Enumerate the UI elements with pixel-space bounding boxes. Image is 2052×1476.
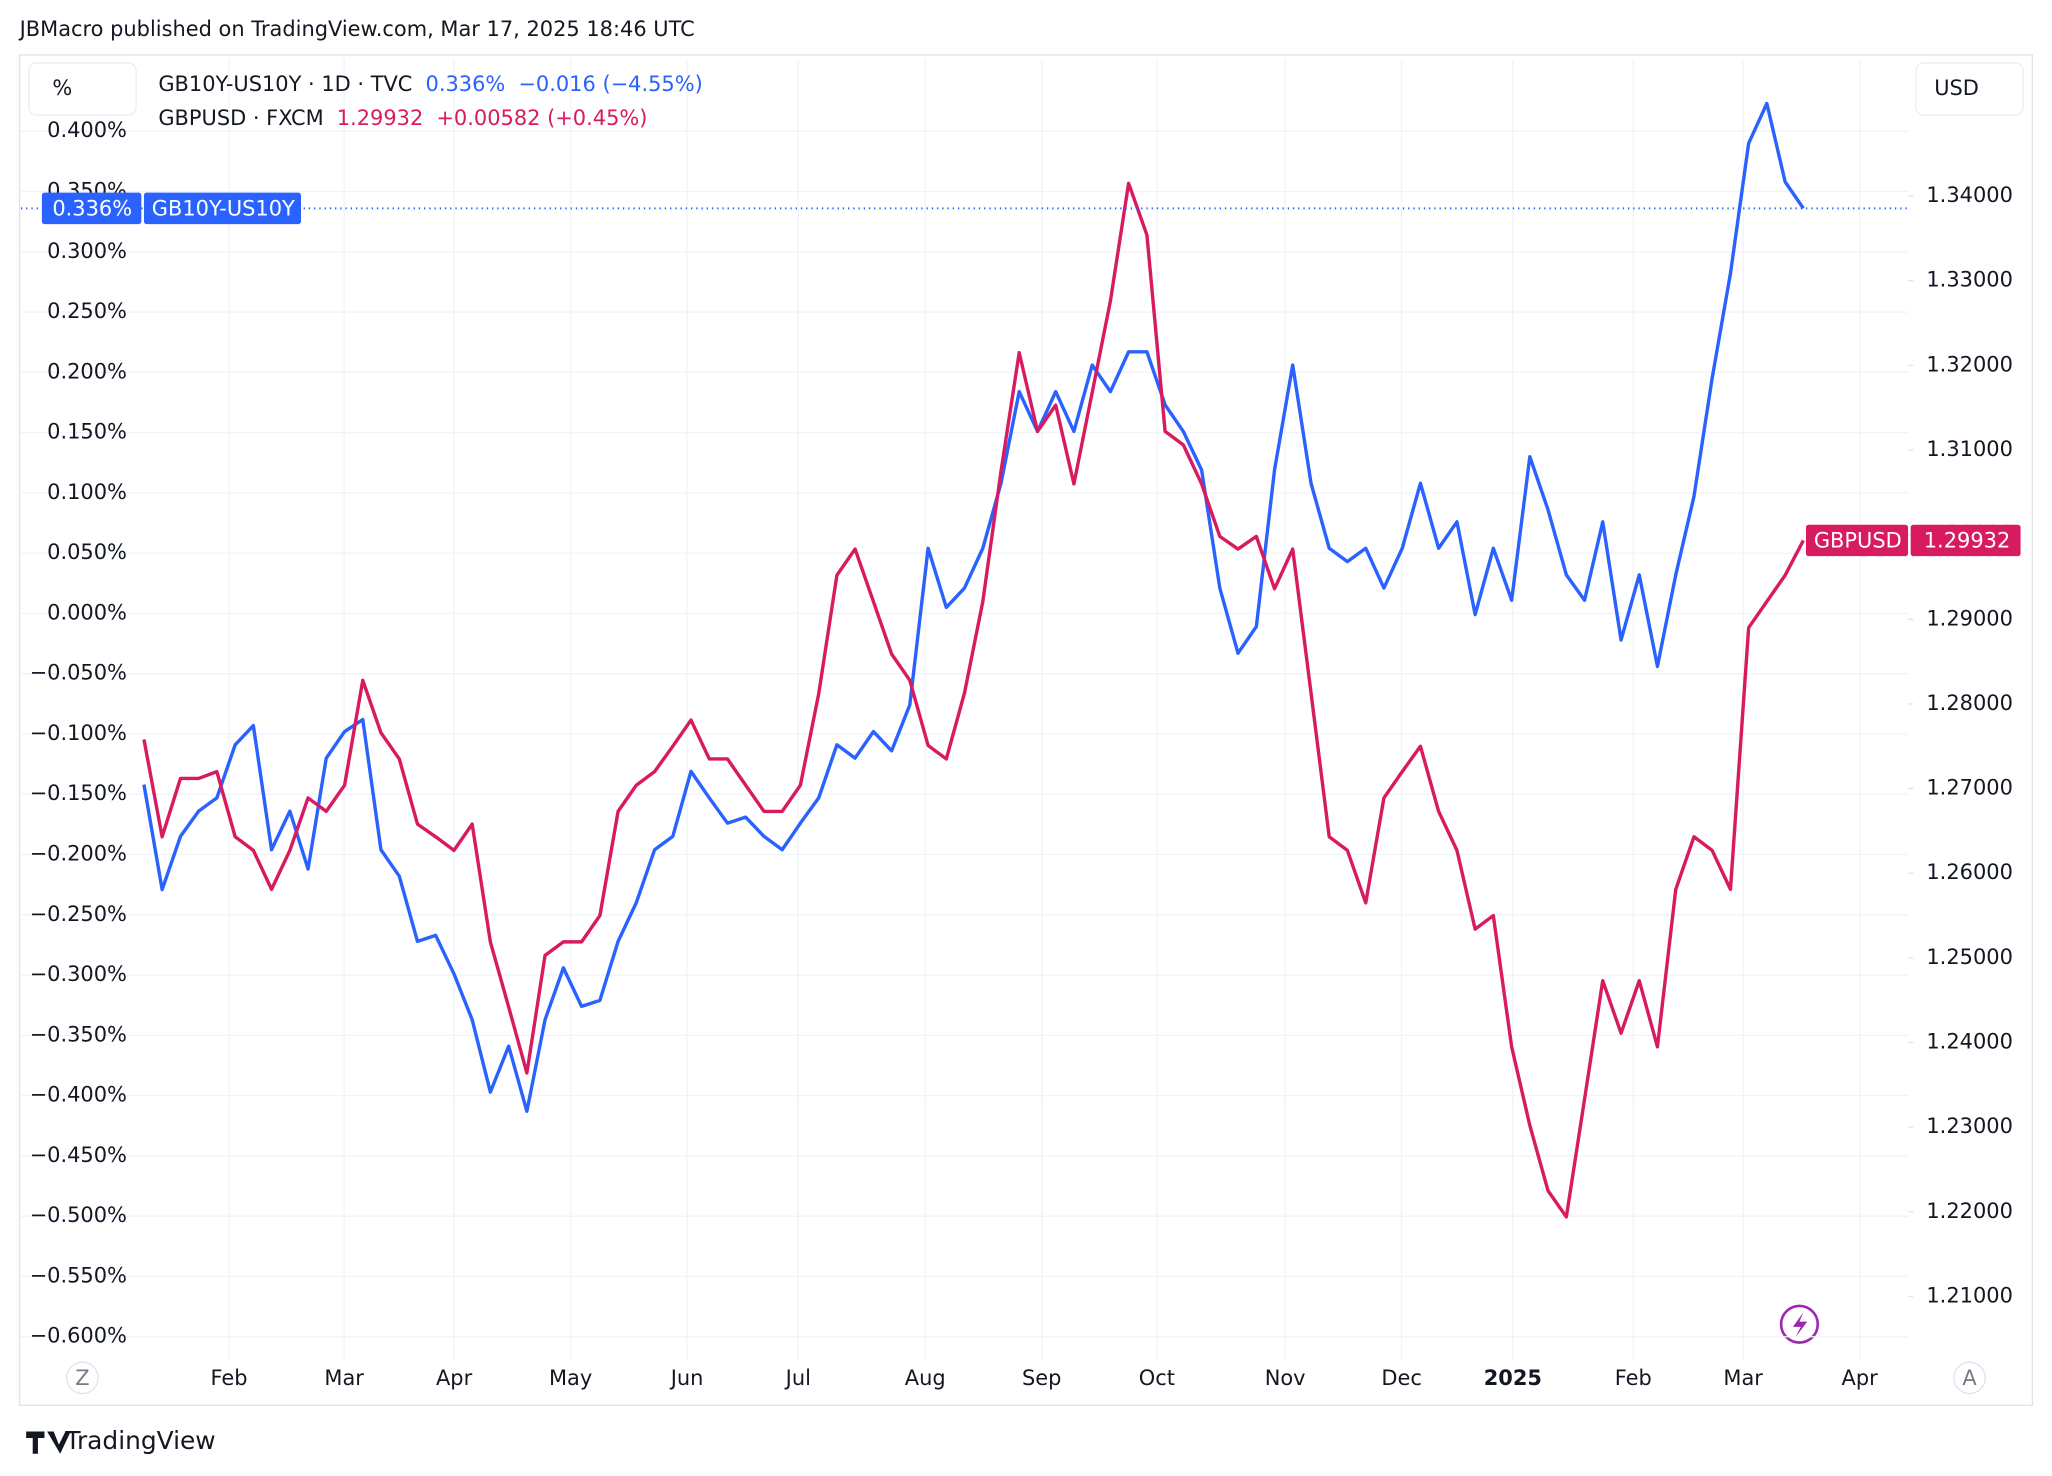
x-tick-label: Apr [436,1366,473,1390]
price-tag-value: 1.29932 [1924,529,2011,553]
x-tick-label: Oct [1139,1366,1175,1390]
y2-tick-label: 1.21000 [1926,1284,2013,1308]
price-tag [41,192,142,225]
x-tick-label: Feb [1615,1366,1652,1390]
y2-tick-label: 1.34000 [1926,183,2013,207]
y2-tick-label: 1.32000 [1926,352,2013,376]
y2-tick-label: 1.29000 [1926,606,2013,630]
brand-name: TradingView [64,1426,215,1455]
legend-entry: GB10Y-US10Y · 1D · TVC 0.336% −0.016 (−4.5… [158,72,702,96]
x-tick-label: Mar [1723,1366,1763,1390]
published-line: JBMacro published on TradingView.com, Ma… [18,17,695,41]
y-tick-label: 0.300% [47,239,127,263]
price-tag-name-box [1805,524,1909,557]
y-tick-label: 0.150% [47,420,127,444]
legend-part: 0.336% [426,72,506,96]
y-tick-label: −0.050% [30,661,127,685]
y-tick-label: 0.400% [47,118,127,142]
y-tick-label: −0.150% [30,781,127,805]
x-tick-label: Feb [210,1366,247,1390]
price-tag-name: GBPUSD [1814,529,1902,553]
legend-part: GB10Y-US10Y · 1D · TVC [158,72,412,96]
x-tick-label: Jul [784,1366,811,1390]
y-tick-label: 0.050% [47,540,127,564]
y-tick-label: −0.450% [30,1143,127,1167]
y2-tick-label: 1.27000 [1926,776,2013,800]
y2-tick-label: 1.33000 [1926,268,2013,292]
y2-tick-label: 1.23000 [1926,1114,2013,1138]
lightning-bolt [1792,1312,1808,1338]
legend-part: GBPUSD · FXCM [158,106,323,130]
y-tick-label: −0.250% [30,902,127,926]
x-tick-label: Dec [1381,1366,1422,1390]
auto-scale-button[interactable] [1953,1361,1986,1395]
y2-tick-label: 1.24000 [1926,1030,2013,1054]
left-unit: % [52,76,72,100]
auto-button-label[interactable]: Z [75,1366,89,1390]
x-tick-label: May [549,1366,592,1390]
y-tick-label: −0.500% [30,1203,127,1227]
x-tick-label: Sep [1022,1366,1061,1390]
price-tag-value: 0.336% [52,197,132,221]
price-tag-name-box [143,192,301,225]
y-tick-label: −0.600% [30,1324,127,1348]
left-unit-box [28,62,137,116]
legend-entry: GBPUSD · FXCM 1.29932 +0.00582 (+0.45%) [158,106,647,130]
brand-logo [26,1431,71,1454]
x-tick-label: 2025 [1484,1366,1542,1390]
chart-frame [18,54,2034,1406]
grid [20,58,1909,1361]
x-tick-label: Jun [669,1366,704,1390]
y-tick-label: −0.300% [30,962,127,986]
series-line [142,181,1805,1219]
y2-tick-label: 1.25000 [1926,945,2013,969]
legend-part: +0.00582 (+0.45%) [436,106,647,130]
x-tick-label: Mar [324,1366,364,1390]
y-tick-label: −0.400% [30,1083,127,1107]
y-tick-label: 0.100% [47,480,127,504]
y-tick-label: −0.100% [30,721,127,745]
y2-tick-label: 1.26000 [1926,860,2013,884]
y2-tick-label: 1.22000 [1926,1199,2013,1223]
price-tag-name: GB10Y-US10Y [152,197,295,221]
y-tick-label: −0.350% [30,1022,127,1046]
series-line [142,101,1805,1114]
x-tick-label: Apr [1842,1366,1879,1390]
x-tick-label: Aug [905,1366,946,1390]
y-tick-label: −0.200% [30,842,127,866]
lightning-icon[interactable] [1779,1304,1820,1344]
y2-tick-label: 1.28000 [1926,691,2013,715]
right-unit: USD [1934,76,1979,100]
right-unit-box [1915,62,2024,116]
legend-part: 1.29932 [337,106,424,130]
y-tick-label: 0.200% [47,359,127,383]
y2-tick-label: 1.31000 [1926,437,2013,461]
price-tag [1910,524,2021,557]
y-tick-label: 0.000% [47,600,127,624]
y-tick-label: −0.550% [30,1263,127,1287]
y-tick-label: 0.250% [47,299,127,323]
x-tick-label: Nov [1265,1366,1306,1390]
auto-button[interactable] [66,1361,99,1395]
auto-scale-label[interactable]: A [1962,1366,1977,1390]
legend-part: −0.016 (−4.55%) [518,72,702,96]
